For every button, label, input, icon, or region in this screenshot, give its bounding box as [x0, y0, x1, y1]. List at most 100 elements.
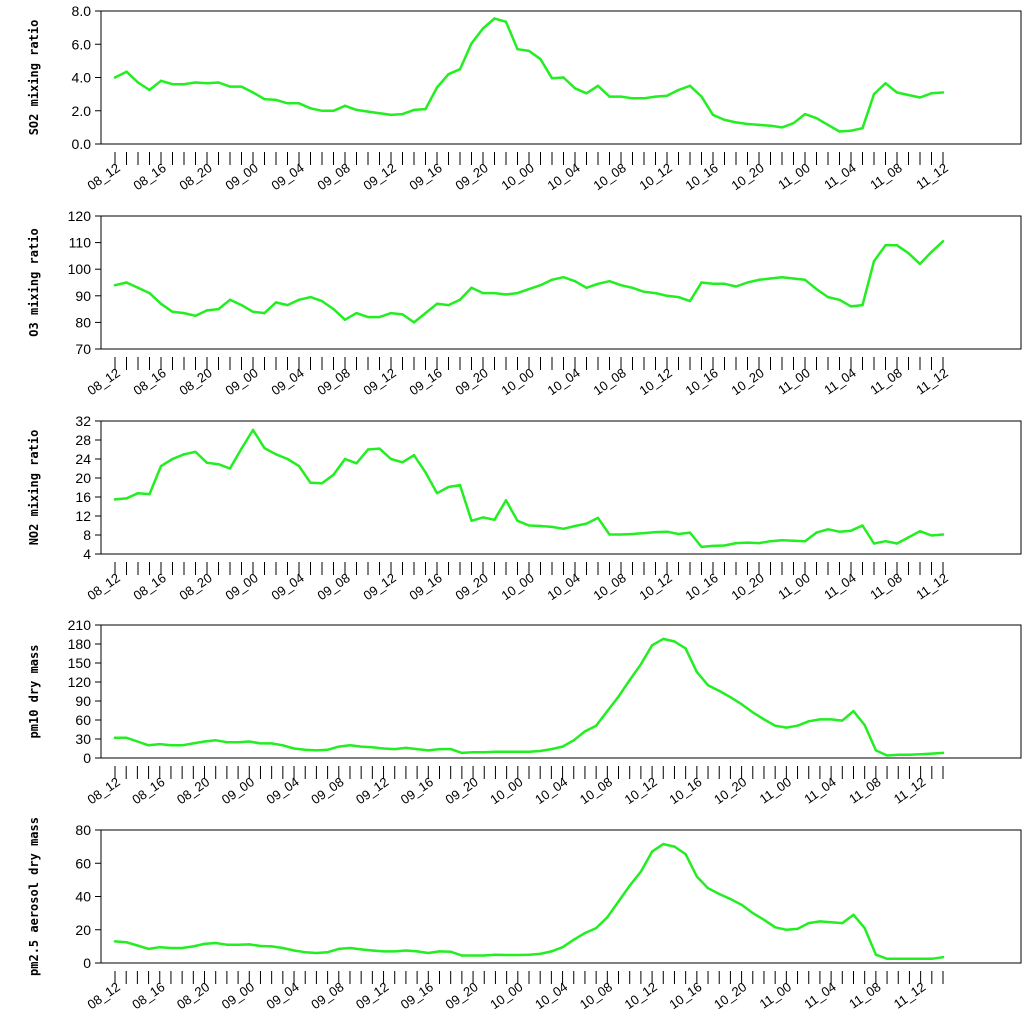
x-tick-label: 08_20: [176, 160, 214, 193]
plot-frame: [100, 829, 1022, 964]
data-point: [171, 82, 174, 86]
data-point: [438, 747, 441, 751]
x-tick-label: 08_20: [174, 774, 212, 807]
data-point: [773, 926, 777, 929]
y-axis-label: pm10 dry mass: [27, 645, 41, 739]
x-tick-label: 08_12: [84, 365, 122, 398]
data-point: [734, 285, 738, 288]
data-point: [650, 850, 654, 853]
data-point: [348, 946, 352, 950]
data-point: [527, 953, 531, 956]
x-tick-label: 09_00: [219, 979, 257, 1012]
data-point: [527, 524, 531, 527]
data-point: [930, 752, 934, 755]
x-tick-label: 09_20: [443, 979, 481, 1012]
data-point: [849, 529, 853, 532]
y-tick-label: 80: [75, 314, 91, 330]
x-tick-label: 11_08: [846, 979, 883, 1011]
data-point: [263, 446, 266, 450]
data-point: [281, 744, 285, 747]
data-point: [378, 447, 381, 450]
data-point: [930, 534, 933, 537]
data-point: [762, 918, 766, 921]
x-tick-label: 10_20: [728, 365, 766, 398]
data-point: [505, 953, 508, 957]
x-tick-label: 10_04: [544, 160, 582, 193]
y-tick-label: 28: [75, 432, 91, 448]
data-point: [803, 278, 807, 282]
x-tick-label: 10_04: [544, 570, 582, 603]
data-point: [274, 301, 278, 304]
data-point: [884, 539, 887, 543]
y-tick-label: 0: [83, 750, 91, 766]
data-point: [803, 112, 807, 116]
x-tick-label: 10_08: [577, 774, 615, 807]
data-point: [382, 747, 385, 750]
y-tick-label: 90: [75, 693, 91, 709]
data-point: [366, 110, 370, 113]
data-point: [389, 457, 393, 461]
data-point: [401, 112, 404, 116]
data-point: [723, 282, 726, 286]
x-tick-label: 09_08: [308, 774, 346, 807]
data-point: [415, 747, 419, 751]
data-point: [263, 311, 266, 315]
data-point: [826, 295, 830, 299]
data-point: [217, 463, 220, 466]
data-point: [885, 957, 889, 961]
data-point: [427, 749, 430, 752]
x-tick-label: 11_00: [757, 774, 794, 806]
x-tick-label: 08_12: [84, 570, 122, 603]
x-tick-label: 11_12: [913, 160, 950, 192]
x-tick-label: 09_16: [398, 774, 436, 807]
data-point: [371, 746, 374, 749]
x-tick-label: 10_00: [498, 160, 536, 193]
data-point: [424, 107, 427, 111]
data-point: [561, 946, 564, 949]
data-point: [182, 311, 186, 315]
data-point: [225, 943, 229, 946]
data-point: [359, 948, 363, 951]
data-point: [389, 311, 393, 315]
data-point: [259, 944, 262, 948]
data-point: [415, 950, 419, 953]
data-point: [435, 492, 439, 495]
data-point: [366, 315, 370, 319]
y-axis-label: NO2 mixing ratio: [27, 430, 41, 546]
data-point: [695, 670, 699, 674]
data-point: [684, 852, 687, 856]
x-tick-label: 11_00: [775, 160, 812, 192]
data-point: [286, 457, 289, 461]
data-point: [608, 533, 611, 536]
data-point: [596, 516, 600, 520]
data-point: [320, 109, 324, 112]
x-tick-label: 10_20: [711, 979, 749, 1012]
data-point: [585, 522, 588, 525]
data-point: [826, 528, 830, 531]
data-point: [688, 531, 692, 534]
x-tick-label: 11_04: [821, 160, 858, 192]
x-tick-label: 08_20: [174, 979, 212, 1012]
data-point: [700, 95, 703, 98]
data-point: [481, 291, 485, 295]
data-point: [205, 461, 209, 464]
data-point: [359, 745, 363, 748]
x-tick-label: 09_08: [314, 570, 352, 603]
data-point: [829, 921, 833, 924]
data-point: [389, 113, 393, 117]
data-point: [236, 740, 240, 744]
x-tick-label: 10_00: [498, 365, 536, 398]
x-tick-label: 10_08: [577, 979, 615, 1012]
data-point: [320, 299, 324, 303]
data-point: [861, 303, 864, 307]
x-tick-label: 10_16: [682, 570, 720, 603]
data-point: [785, 928, 788, 931]
data-point: [435, 302, 439, 305]
data-point: [404, 949, 408, 952]
x-tick-label: 11_08: [867, 570, 904, 602]
data-point: [192, 742, 195, 745]
x-tick-label: 11_12: [891, 979, 928, 1011]
x-tick-label: 10_04: [544, 365, 582, 398]
data-point: [815, 531, 818, 534]
